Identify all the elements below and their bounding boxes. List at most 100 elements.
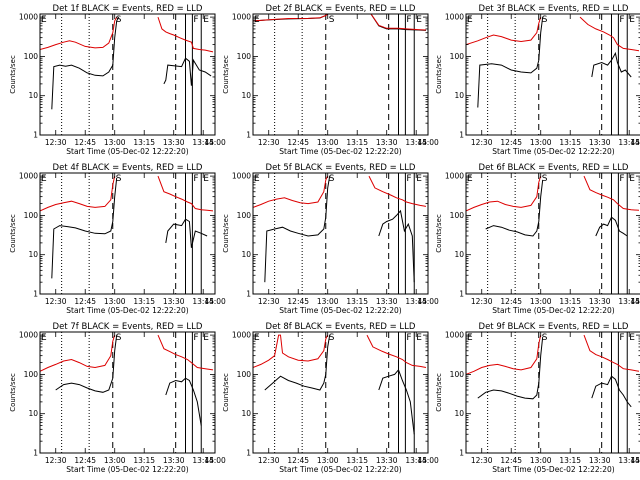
x-tick-label: 12:45 xyxy=(287,138,309,147)
series-lld-1 xyxy=(253,334,329,368)
x-tick-label: 14:00 xyxy=(204,456,226,465)
y-tick-label: 1 xyxy=(246,449,251,458)
x-tick-label: 13:30 xyxy=(589,138,611,147)
plot-frame xyxy=(252,331,429,454)
x-tick-label: 12:30 xyxy=(471,456,493,465)
y-tick-label: 1 xyxy=(459,131,464,140)
panel-title: Det 5f BLACK = Events, RED = LLD xyxy=(266,163,416,173)
y-tick-label: 1000 xyxy=(232,172,251,181)
x-tick-label: 13:00 xyxy=(317,297,339,306)
panel-series xyxy=(466,16,640,108)
flag-s: S xyxy=(329,174,335,184)
y-tick-label: 1000 xyxy=(19,331,38,340)
x-tick-label: 13:30 xyxy=(589,456,611,465)
x-tick-label: 13:45 xyxy=(192,297,214,306)
x-tick-label: 14:00 xyxy=(417,297,439,306)
series-events-2 xyxy=(165,218,208,248)
y-axis-label: Counts/sec xyxy=(435,214,443,253)
x-tick-label: 13:00 xyxy=(530,297,552,306)
x-axis-label: Start Time (05-Dec-02 12:22:20) xyxy=(492,465,614,474)
flag-f: F xyxy=(619,174,624,184)
panel-9: Det 9f BLACK = Events, RED = LLD 1 10 100 10… xyxy=(435,322,640,474)
y-tick-label: 10 xyxy=(241,409,251,418)
y-tick-label: 100 xyxy=(450,52,465,61)
y-tick-label: 10 xyxy=(28,91,38,100)
x-tick-label: 13:30 xyxy=(376,138,398,147)
panel-5: Det 5f BLACK = Events, RED = LLD 1 10 100 10… xyxy=(222,163,439,315)
panel-title: Det 2f BLACK = Events, RED = LLD xyxy=(266,4,416,14)
x-tick-label: 13:30 xyxy=(163,456,185,465)
panel-7: Det 7f BLACK = Events, RED = LLD 1 10 100 10… xyxy=(9,322,226,474)
y-tick-label: 10 xyxy=(241,250,251,259)
series-events-2 xyxy=(378,209,415,283)
y-axis-label: Counts/sec xyxy=(435,55,443,94)
series-lld-1 xyxy=(466,175,542,212)
x-tick-label: 13:15 xyxy=(346,138,368,147)
flag-e: E xyxy=(467,174,473,184)
x-tick-label: 13:45 xyxy=(618,138,640,147)
flag-f: F xyxy=(193,174,198,184)
y-tick-label: 1 xyxy=(33,290,38,299)
series-lld-2 xyxy=(583,175,640,211)
x-tick-label: 12:30 xyxy=(471,297,493,306)
flag-e: E xyxy=(203,15,209,25)
x-tick-label: 13:15 xyxy=(346,456,368,465)
series-events-2 xyxy=(591,51,632,78)
flag-e: E xyxy=(467,333,473,343)
series-lld-2 xyxy=(370,14,427,31)
flag-e: E xyxy=(629,15,635,25)
y-tick-label: 10 xyxy=(241,91,251,100)
y-axis-label: Counts/sec xyxy=(435,373,443,412)
flag-e: E xyxy=(416,333,422,343)
x-tick-label: 13:15 xyxy=(346,297,368,306)
y-tick-label: 100 xyxy=(24,52,39,61)
y-tick-label: 1 xyxy=(246,290,251,299)
y-axis-label: Counts/sec xyxy=(9,214,17,253)
series-events-1 xyxy=(477,336,544,400)
x-axis-label: Start Time (05-Dec-02 12:22:20) xyxy=(66,147,188,156)
series-lld-1 xyxy=(40,334,116,372)
series-events-1 xyxy=(51,177,118,279)
x-tick-label: 12:45 xyxy=(74,456,96,465)
x-tick-label: 14:00 xyxy=(417,138,439,147)
x-tick-label: 13:45 xyxy=(192,456,214,465)
series-events-2 xyxy=(165,377,202,426)
x-axis-label: Start Time (05-Dec-02 12:22:20) xyxy=(279,465,401,474)
panel-series xyxy=(253,175,427,283)
flag-e: E xyxy=(41,15,47,25)
x-tick-label: 12:45 xyxy=(500,456,522,465)
flag-s: S xyxy=(116,174,122,184)
flag-e: E xyxy=(416,174,422,184)
panel-series xyxy=(253,14,427,31)
x-tick-label: 13:45 xyxy=(192,138,214,147)
flag-e: E xyxy=(416,15,422,25)
flag-s: S xyxy=(542,333,548,343)
flag-e: E xyxy=(203,174,209,184)
series-lld-2 xyxy=(157,16,214,53)
panel-title: Det 6f BLACK = Events, RED = LLD xyxy=(479,163,629,173)
x-tick-label: 12:30 xyxy=(45,456,67,465)
y-tick-label: 1000 xyxy=(19,13,38,22)
panel-series xyxy=(466,334,640,408)
flag-e: E xyxy=(467,15,473,25)
series-lld-2 xyxy=(368,175,427,207)
panel-title: Det 8f BLACK = Events, RED = LLD xyxy=(266,322,416,332)
x-tick-label: 14:00 xyxy=(630,138,640,147)
series-lld-2 xyxy=(157,175,214,212)
flag-e: E xyxy=(41,174,47,184)
x-tick-label: 13:00 xyxy=(104,138,126,147)
panel-8: Det 8f BLACK = Events, RED = LLD 1 10 100 10… xyxy=(222,322,439,474)
y-axis-label: Counts/sec xyxy=(222,373,230,412)
y-tick-label: 1 xyxy=(459,290,464,299)
y-tick-label: 1 xyxy=(33,449,38,458)
series-lld-1 xyxy=(466,16,542,46)
series-events-1 xyxy=(264,176,331,283)
x-tick-label: 13:00 xyxy=(104,297,126,306)
x-tick-label: 12:30 xyxy=(45,297,67,306)
panel-title: Det 7f BLACK = Events, RED = LLD xyxy=(53,322,203,332)
series-events-1 xyxy=(485,179,544,237)
x-tick-label: 12:45 xyxy=(500,297,522,306)
x-tick-label: 13:15 xyxy=(559,138,581,147)
flag-s: S xyxy=(116,15,122,25)
